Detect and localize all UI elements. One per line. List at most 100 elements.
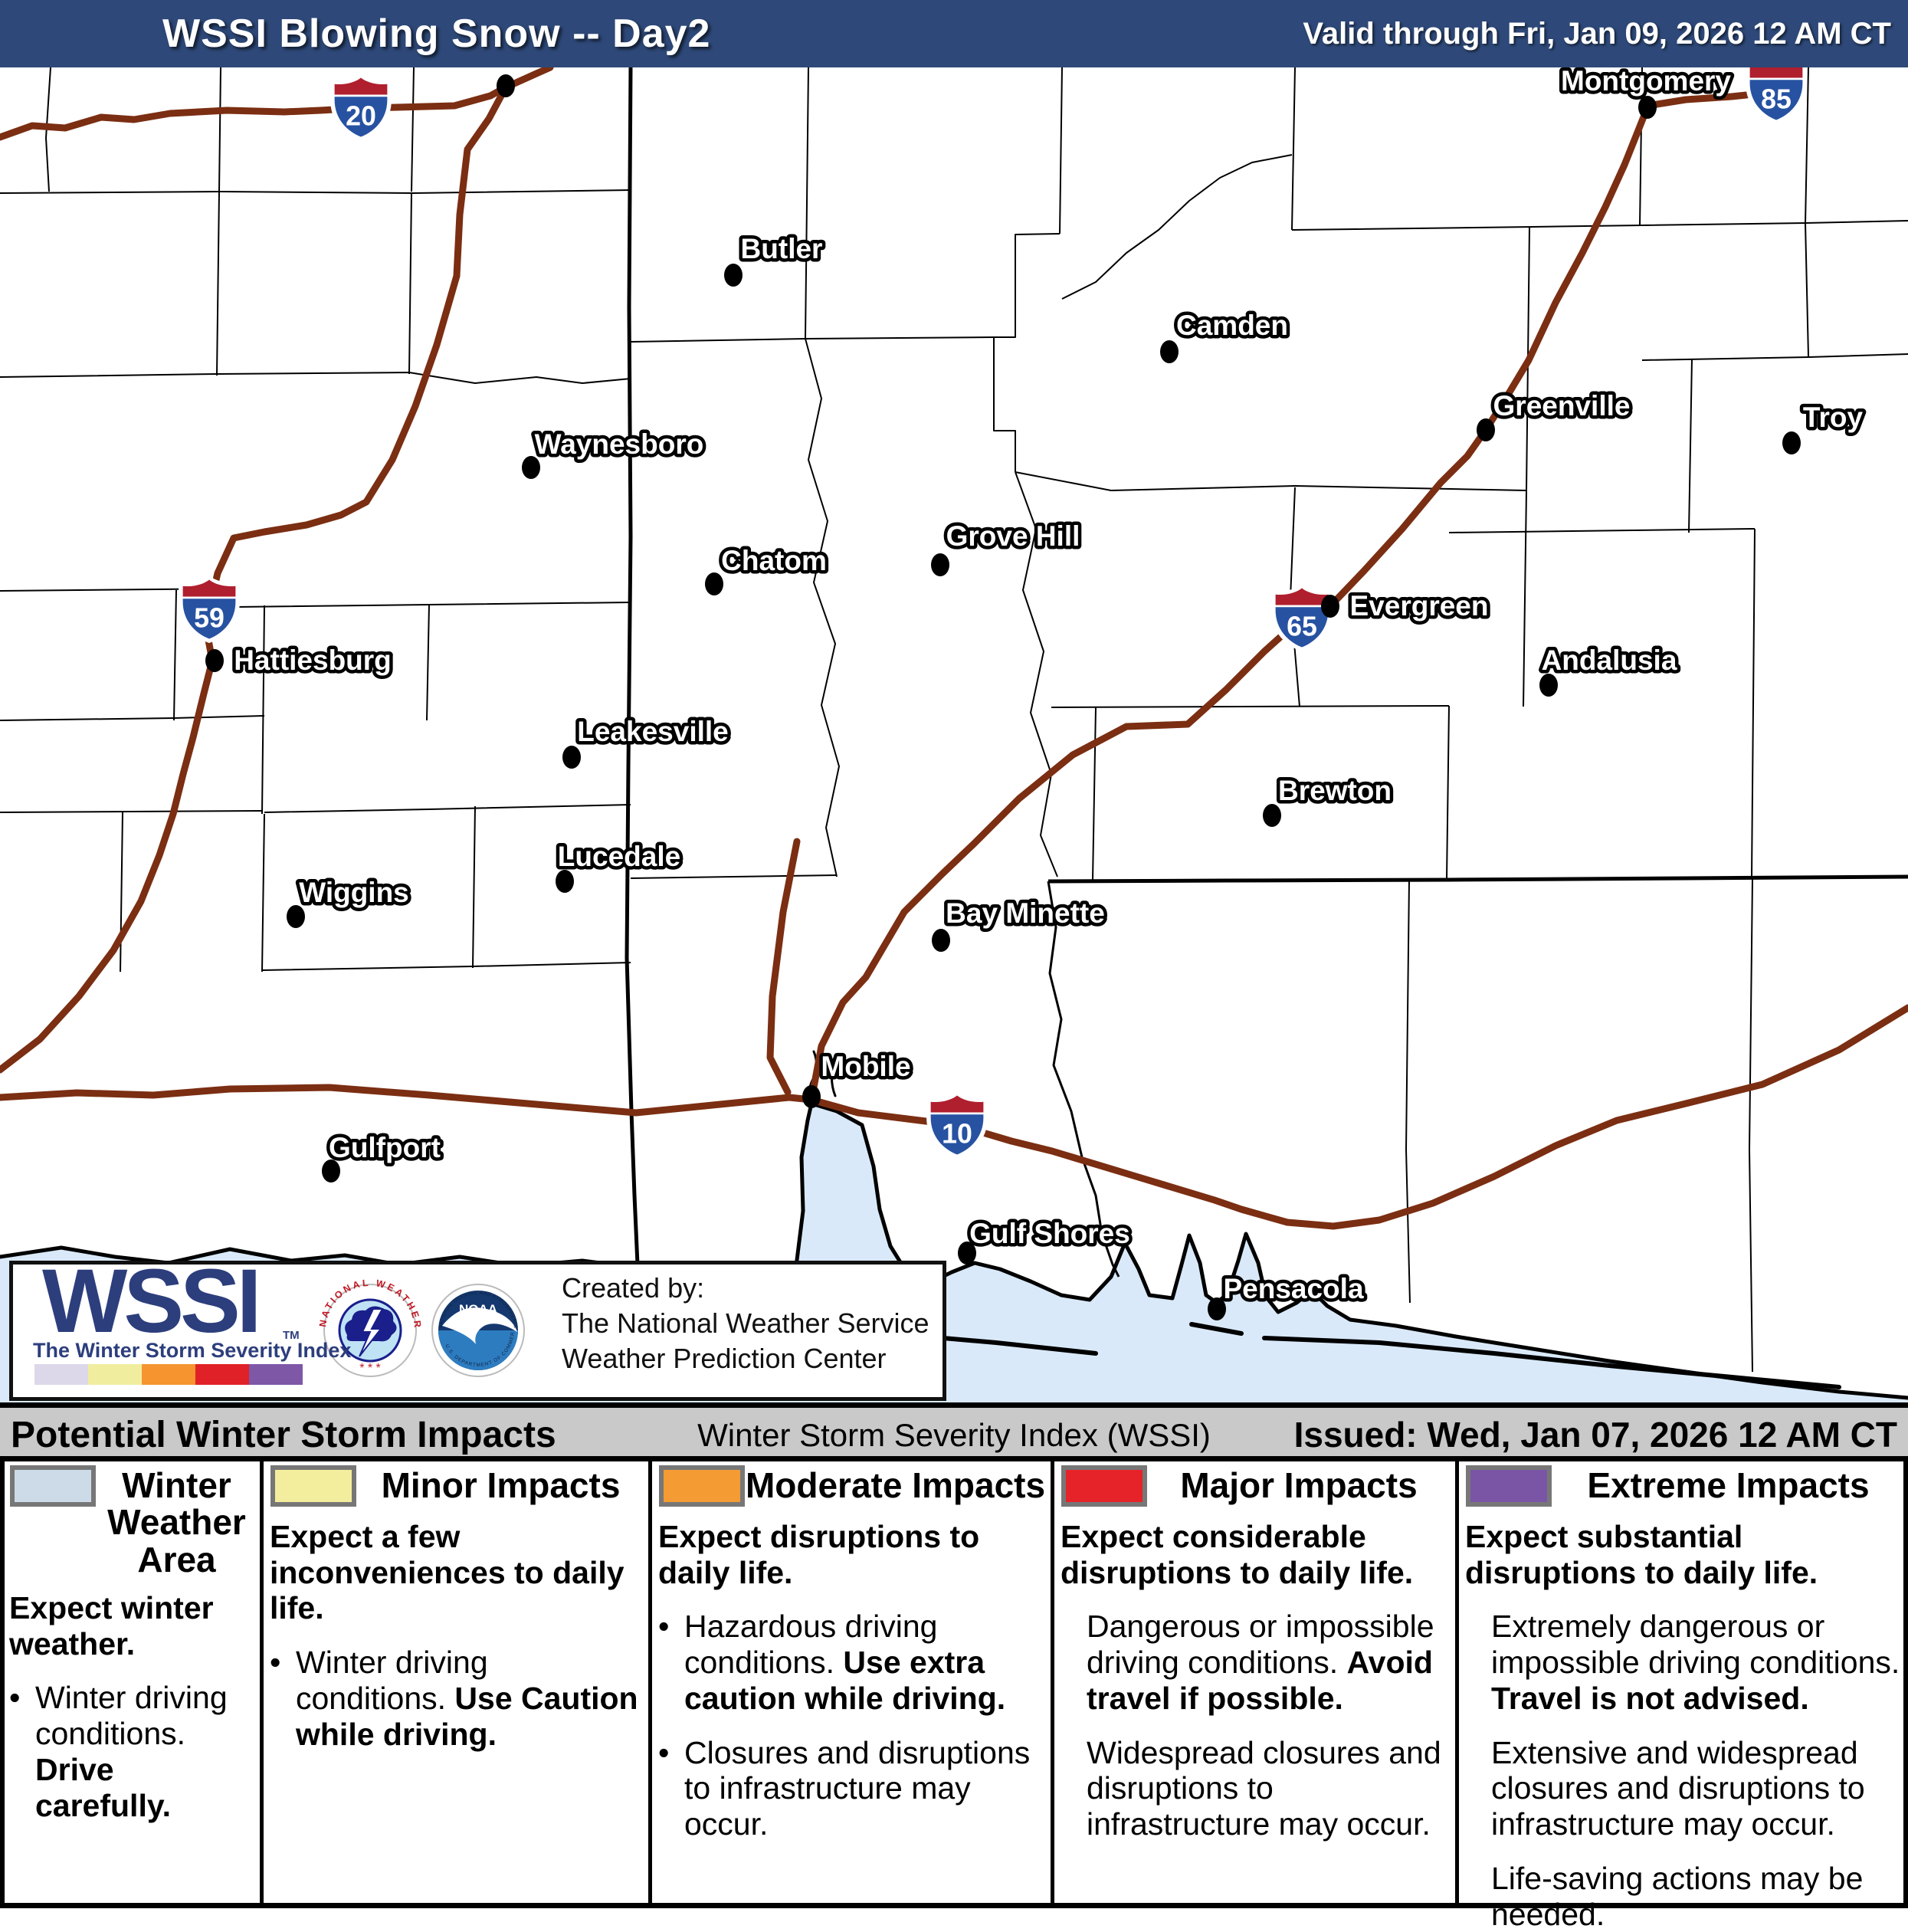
legend-item: • Closures and disruptions to infrastruc…: [658, 1734, 1031, 1842]
issued-timestamp: Issued: Wed, Jan 07, 2026 12 AM CT: [1293, 1415, 1897, 1455]
city-dot: [932, 929, 950, 952]
legend-lead: Expect winter weather.: [9, 1589, 214, 1661]
city-label: Pensacola: [1223, 1273, 1363, 1304]
legend-item: • Winter driving conditions. Use Caution…: [270, 1645, 638, 1752]
legend-col-extreme: Extreme Impacts Expect substantial disru…: [1461, 1461, 1905, 1932]
city-label: Troy: [1803, 402, 1864, 433]
city-dot: [705, 572, 723, 595]
shield-number: 20: [346, 100, 376, 131]
colorbar-segment: [249, 1364, 303, 1385]
wssi-wordmark: WSSI: [42, 1251, 262, 1352]
major-swatch: [1061, 1465, 1147, 1507]
colorbar-segment: [88, 1364, 142, 1385]
colorbar-segment: [142, 1364, 195, 1385]
map-canvas: 20 59 65 10 85: [0, 67, 1908, 1402]
city-label: Hattiesburg: [234, 645, 392, 676]
city-dot: [931, 553, 949, 576]
city-dot: [1263, 804, 1281, 827]
city-label: Montgomery: [1561, 67, 1731, 97]
interstate-shield-59: 59: [179, 576, 240, 643]
city-dot: [1321, 595, 1339, 618]
wssi-tm: TM: [283, 1329, 300, 1342]
city-label: Chatom: [721, 545, 827, 576]
city-labels: Montgomery Butler Camden Greenville Troy…: [231, 67, 1867, 1308]
city-label: Waynesboro: [535, 428, 704, 460]
city-label: Bay Minette: [946, 897, 1105, 929]
city-label: Butler: [741, 233, 823, 264]
legend-col-major: Major Impacts Expect considerable disrup…: [1056, 1461, 1451, 1842]
legend-title: Minor Impacts: [381, 1465, 621, 1505]
city-dot: [287, 905, 305, 928]
city-label: Gulf Shores: [969, 1218, 1130, 1249]
city-dot: [522, 456, 540, 479]
interstate-shield-20: 20: [330, 74, 392, 141]
city-label: Leakesville: [577, 716, 728, 747]
legend-col-moderate: Moderate Impacts Expect disruptions to d…: [654, 1461, 1046, 1842]
city-label: Mobile: [821, 1051, 910, 1082]
city-label: Gulfport: [329, 1132, 441, 1163]
created-by-line: Weather Prediction Center: [562, 1343, 887, 1374]
wssi-logo-box: NATIONAL WEATHER SERVICE * * * NOAA NATI…: [9, 1251, 946, 1401]
legend-lead: Expect disruptions to daily life.: [658, 1519, 980, 1590]
city-label: Camden: [1176, 310, 1288, 341]
city-label: Wiggins: [299, 877, 409, 908]
shield-number: 10: [942, 1118, 972, 1149]
city-dot: [1477, 418, 1495, 441]
city-dot: [1160, 340, 1179, 363]
legend-item: • Winter driving conditions. Drive caref…: [9, 1680, 228, 1823]
city-label: Lucedale: [558, 841, 680, 872]
city-label: Andalusia: [1542, 645, 1677, 676]
valid-through-text: Valid through Fri, Jan 09, 2026 12 AM CT: [1303, 17, 1891, 51]
legend-lead: Expect a few inconveniences to daily lif…: [270, 1519, 625, 1626]
interstate-shields: 20 59 65 10 85: [179, 67, 1807, 1159]
interstate-shield-85: 85: [1746, 67, 1807, 124]
interstate-shield-10: 10: [926, 1091, 988, 1159]
legend-col-winter-weather-area: Winter Weather Area Expect winter weathe…: [5, 1461, 257, 1823]
legend-item: • Hazardous driving conditions. Use extr…: [658, 1609, 1006, 1716]
impacts-legend: Winter Weather Area Expect winter weathe…: [0, 1461, 1908, 1932]
county-borders: [0, 67, 1908, 1373]
legend-title: Major Impacts: [1180, 1465, 1418, 1505]
city-label: Grove Hill: [946, 520, 1080, 552]
city-label: Evergreen: [1350, 590, 1489, 622]
city-label: Greenville: [1493, 390, 1631, 421]
colorbar-segment: [34, 1364, 88, 1385]
winter-weather-swatch: [10, 1465, 96, 1507]
legend-title: Moderate Impacts: [745, 1465, 1046, 1505]
legend-divider: [1051, 1461, 1054, 1903]
city-dot: [205, 649, 224, 672]
legend-divider: [648, 1461, 652, 1903]
city-dots: [205, 74, 1801, 1320]
agency-logos: NATIONAL WEATHER SERVICE * * * NOAA NATI…: [13, 1264, 525, 1377]
created-by-line: The National Weather Service: [562, 1307, 929, 1339]
city-dot: [1539, 674, 1558, 697]
moderate-swatch: [659, 1465, 745, 1507]
legend-divider: [1455, 1461, 1459, 1903]
legend-item: Dangerous or impossible driving conditio…: [1087, 1609, 1434, 1716]
extreme-swatch: [1466, 1465, 1552, 1507]
legend-title: Extreme Impacts: [1587, 1465, 1870, 1505]
city-dot: [556, 870, 574, 893]
legend-title: Winter Weather Area: [107, 1465, 246, 1579]
city-dot: [802, 1085, 821, 1108]
legend-item: Life-saving actions may be needed.: [1491, 1860, 1864, 1932]
created-by-line: Created by:: [562, 1272, 705, 1304]
potential-impacts-title: Potential Winter Storm Impacts: [11, 1415, 556, 1455]
legend-lead: Expect considerable disruptions to daily…: [1061, 1519, 1414, 1590]
legend-lead: Expect substantial disruptions to daily …: [1465, 1519, 1818, 1590]
legend-item: Extensive and widespread closures and di…: [1491, 1734, 1865, 1842]
noaa-wordmark: NOAA: [459, 1302, 497, 1317]
nws-stars: * * *: [359, 1362, 381, 1375]
city-dot: [497, 74, 515, 97]
state-borders: [625, 67, 1908, 1278]
shield-number: 85: [1761, 84, 1792, 114]
city-dot: [958, 1242, 976, 1264]
minor-swatch: [270, 1465, 356, 1507]
legend-item: Widespread closures and disruptions to i…: [1087, 1734, 1441, 1842]
wssi-tagline: The Winter Storm Severity Index: [33, 1339, 352, 1362]
city-dot: [1782, 431, 1801, 454]
wssi-severity-colorbar: [34, 1364, 303, 1385]
city-dot: [322, 1160, 340, 1182]
shield-number: 59: [194, 602, 225, 633]
impacts-title-bar: Potential Winter Storm Impacts Winter St…: [0, 1402, 1908, 1461]
